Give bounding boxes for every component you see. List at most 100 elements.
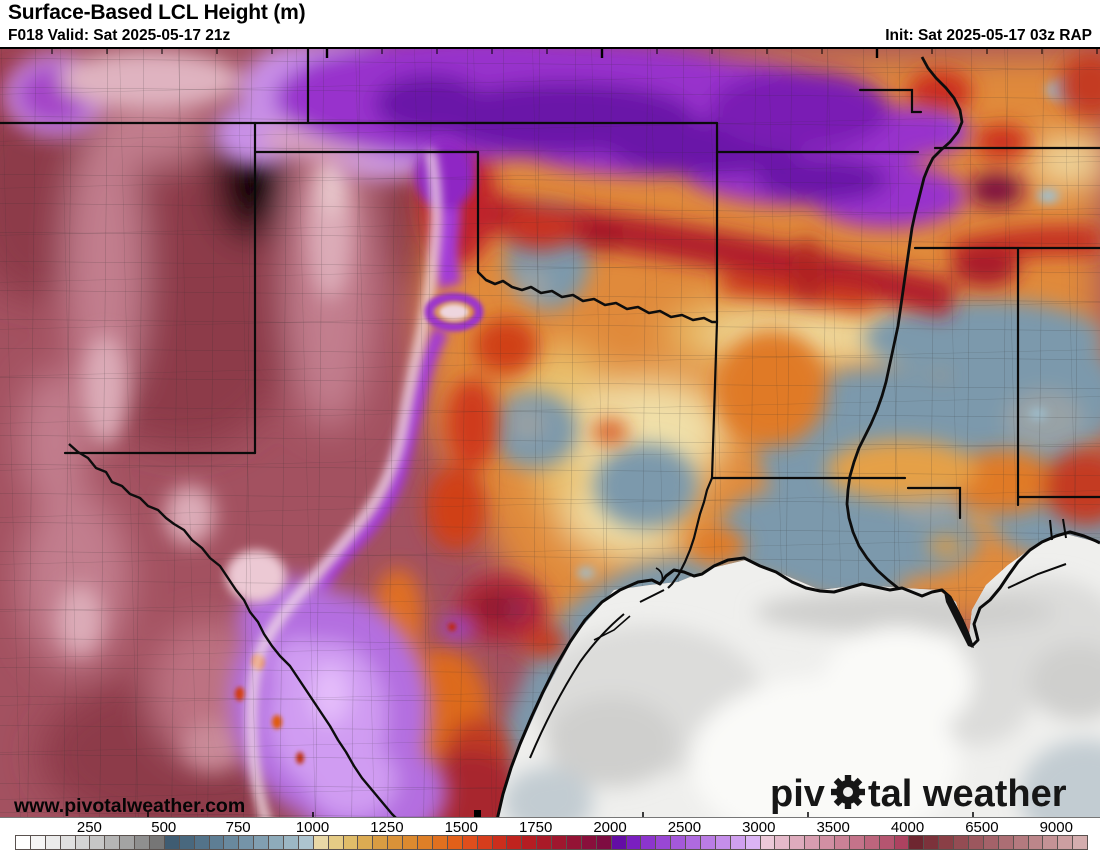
bays (593, 567, 664, 641)
scale-swatch (313, 836, 329, 849)
scale-swatch (150, 836, 165, 849)
scale-swatch (596, 836, 612, 849)
scale-swatch (700, 836, 716, 849)
scale-swatch (1073, 836, 1088, 849)
scale-swatch (715, 836, 731, 849)
scale-swatch (775, 836, 791, 849)
scale-swatch (373, 836, 389, 849)
color-scale-bar (15, 835, 1088, 850)
mississippi-delta (944, 592, 974, 648)
sabine-river (667, 477, 714, 589)
scale-swatch (388, 836, 404, 849)
scale-swatch (983, 836, 999, 849)
logo-text-tal-weather: tal weather (868, 773, 1067, 815)
scale-swatch (16, 836, 31, 849)
map-header: Surface-Based LCL Height (m) F018 Valid:… (0, 0, 1100, 49)
scale-swatch (1043, 836, 1059, 849)
scale-swatch (403, 836, 419, 849)
barrier-islands (529, 518, 1067, 759)
scale-swatch (745, 836, 761, 849)
scale-swatch (954, 836, 969, 849)
scale-tick-label: 1500 (444, 819, 478, 836)
scale-swatch (507, 836, 523, 849)
scale-tick-label: 2000 (593, 819, 627, 836)
scale-swatch (641, 836, 657, 849)
scale-swatch (75, 836, 91, 849)
watermark-url: www.pivotalweather.com (13, 795, 245, 817)
scale-swatch (418, 836, 433, 849)
scale-tick-label: 3500 (816, 819, 850, 836)
page-title: Surface-Based LCL Height (m) (8, 1, 306, 24)
scale-swatch (105, 836, 121, 849)
scale-swatch (760, 836, 776, 849)
scale-swatch (298, 836, 314, 849)
scale-swatch (864, 836, 880, 849)
scale-swatch (1028, 836, 1044, 849)
scale-swatch (328, 836, 344, 849)
scale-swatch (686, 836, 701, 849)
scale-swatch (671, 836, 687, 849)
scale-swatch (790, 836, 806, 849)
scale-tick-label: 1750 (518, 819, 553, 836)
map-layers: www.pivotalweather.com piv (0, 47, 1100, 850)
color-scale: 250 500 750 1000 1250 1500 1750 2000 2500 3000 350… (0, 818, 1100, 850)
gear-icon (831, 775, 865, 809)
scale-swatch (969, 836, 984, 849)
scale-swatch (1013, 836, 1029, 849)
scale-swatch (269, 836, 285, 849)
scale-tick-label: 1250 (370, 819, 404, 836)
scale-swatch (343, 836, 359, 849)
scale-tick-label: 750 (225, 819, 251, 836)
scale-swatch (924, 836, 940, 849)
scale-swatch (894, 836, 910, 849)
scale-swatch (447, 836, 463, 849)
scale-swatch (90, 836, 106, 849)
pivotal-weather-logo: piv (770, 773, 1067, 815)
scale-swatch (164, 836, 180, 849)
scale-swatch (820, 836, 835, 849)
scale-swatch (998, 836, 1014, 849)
scale-swatch (239, 836, 255, 849)
scale-swatch (522, 836, 538, 849)
scale-tick-label: 3000 (742, 819, 776, 836)
rio-grande-river (68, 443, 445, 850)
scale-swatch (849, 836, 865, 849)
scale-swatch (1058, 836, 1074, 849)
scale-swatch (194, 836, 210, 849)
scale-swatch (566, 836, 582, 849)
scale-swatch (492, 836, 508, 849)
scale-swatch (909, 836, 925, 849)
scale-swatch (60, 836, 76, 849)
scale-swatch (135, 836, 151, 849)
scale-swatch (879, 836, 895, 849)
scale-swatch (552, 836, 567, 849)
scale-swatch (626, 836, 642, 849)
scale-tick-label: 6500 (965, 819, 999, 836)
scale-tick-label: 250 (76, 819, 102, 836)
coastline (491, 518, 1100, 849)
scale-swatch (30, 836, 46, 849)
scale-tick-label: 2500 (667, 819, 702, 836)
weather-map-canvas: www.pivotalweather.com piv (0, 47, 1100, 850)
scale-swatch (477, 836, 493, 849)
scale-swatch (432, 836, 448, 849)
weather-map: www.pivotalweather.com piv (0, 47, 1100, 850)
scale-tick-label: 4000 (890, 819, 925, 836)
init-time-label: Init: Sat 2025-05-17 03z RAP (885, 27, 1092, 44)
scale-swatch (611, 836, 627, 849)
logo-text-piv: piv (770, 773, 825, 815)
scale-swatch (254, 836, 270, 849)
rivers (68, 56, 964, 850)
scale-swatch (45, 836, 61, 849)
scale-swatch (581, 836, 597, 849)
scale-swatch (537, 836, 553, 849)
scale-swatch (224, 836, 240, 849)
scale-swatch (209, 836, 225, 849)
valid-time-label: F018 Valid: Sat 2025-05-17 21z (8, 27, 231, 44)
scale-swatch (120, 836, 136, 849)
scale-swatch (656, 836, 672, 849)
scale-tick-label: 9000 (1039, 819, 1073, 836)
mississippi-river (845, 56, 964, 590)
scale-swatch (284, 836, 299, 849)
